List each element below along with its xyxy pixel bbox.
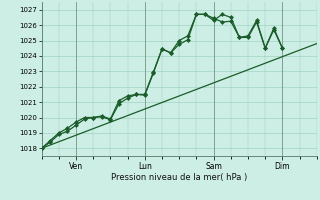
X-axis label: Pression niveau de la mer( hPa ): Pression niveau de la mer( hPa ) [111, 173, 247, 182]
